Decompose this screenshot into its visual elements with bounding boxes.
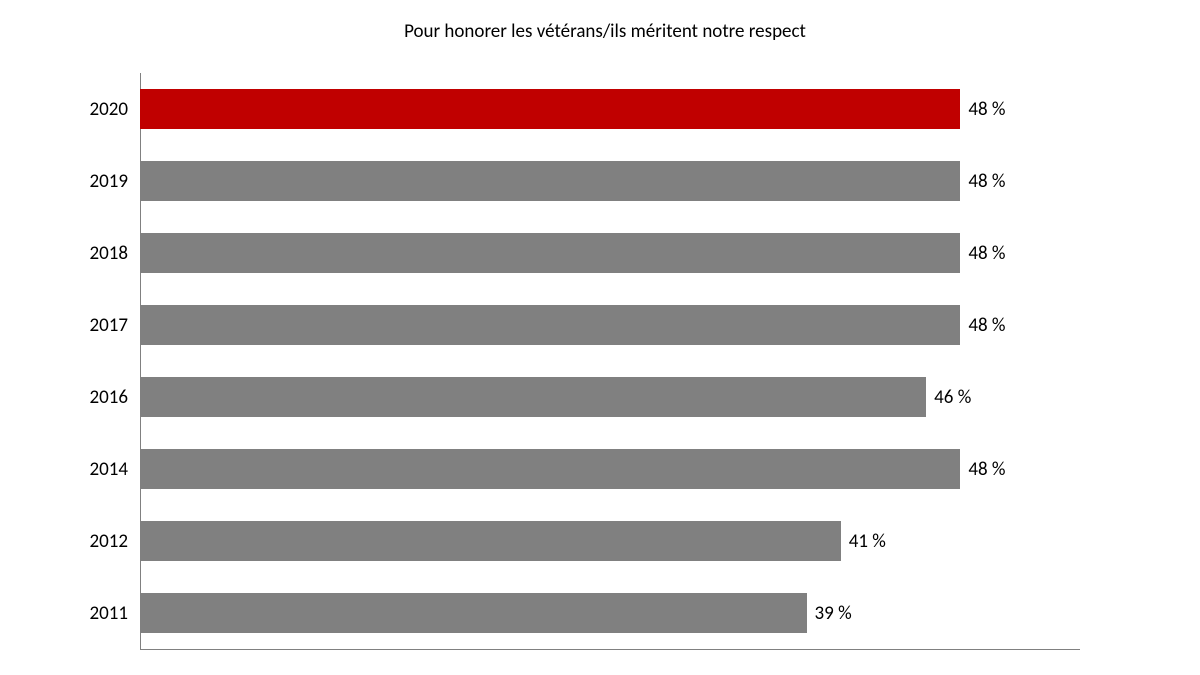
bar-label: 2011	[80, 602, 140, 625]
bar-track: 39 %	[140, 593, 1130, 633]
bar-label: 2019	[80, 170, 140, 193]
bar-row: 2019 48 %	[80, 145, 1130, 217]
bar-track: 48 %	[140, 161, 1130, 201]
bar-row: 2016 46 %	[80, 361, 1130, 433]
bar-label: 2020	[80, 98, 140, 121]
bar-row: 2018 48 %	[80, 217, 1130, 289]
bar-track: 48 %	[140, 89, 1130, 129]
bar-fill	[140, 89, 960, 129]
bar-value: 48 %	[968, 242, 1005, 265]
bar-value: 48 %	[968, 98, 1005, 121]
bar-label: 2016	[80, 386, 140, 409]
bar-track: 48 %	[140, 449, 1130, 489]
bar-fill	[140, 305, 960, 345]
bar-fill	[140, 161, 960, 201]
bar-value: 41 %	[849, 530, 886, 553]
bar-value: 46 %	[934, 386, 971, 409]
bar-row: 2014 48 %	[80, 433, 1130, 505]
bar-fill	[140, 377, 926, 417]
bar-track: 41 %	[140, 521, 1130, 561]
chart-title: Pour honorer les vétérans/ils méritent n…	[80, 20, 1130, 43]
bar-track: 46 %	[140, 377, 1130, 417]
bar-track: 48 %	[140, 305, 1130, 345]
bar-label: 2017	[80, 314, 140, 337]
bar-value: 48 %	[968, 170, 1005, 193]
bars-area: 2020 48 % 2019 48 % 2018 48 % 2017 48 % 2016 46 %…	[80, 73, 1130, 649]
chart-container: Pour honorer les vétérans/ils méritent n…	[80, 20, 1130, 640]
bar-row: 2011 39 %	[80, 577, 1130, 649]
x-axis-line	[140, 649, 1080, 650]
bar-fill	[140, 233, 960, 273]
bar-value: 48 %	[968, 314, 1005, 337]
bar-value: 48 %	[968, 458, 1005, 481]
bar-row: 2017 48 %	[80, 289, 1130, 361]
bar-label: 2018	[80, 242, 140, 265]
bar-fill	[140, 449, 960, 489]
bar-row: 2012 41 %	[80, 505, 1130, 577]
bar-label: 2012	[80, 530, 140, 553]
bar-row: 2020 48 %	[80, 73, 1130, 145]
bar-value: 39 %	[815, 602, 852, 625]
bar-label: 2014	[80, 458, 140, 481]
bar-fill	[140, 521, 841, 561]
bar-track: 48 %	[140, 233, 1130, 273]
bar-fill	[140, 593, 807, 633]
